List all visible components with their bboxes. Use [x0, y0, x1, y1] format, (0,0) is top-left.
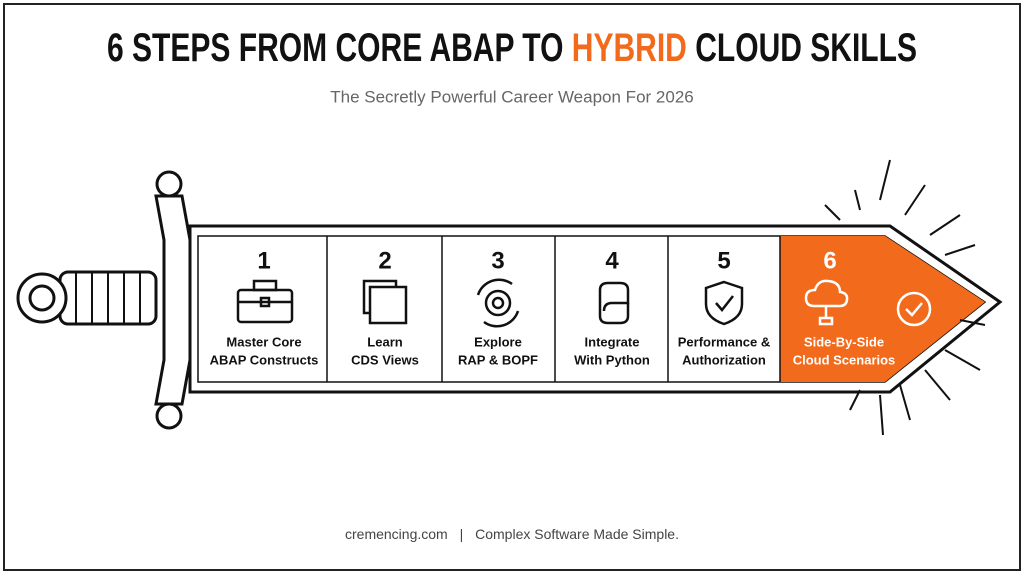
step-number: 3 — [491, 247, 504, 274]
title-end: CLOUD SKILLS — [695, 26, 917, 70]
gear-icon — [476, 278, 520, 328]
title-highlight: HYBRID — [572, 26, 687, 70]
guard-ball-bottom — [155, 402, 183, 430]
step-number: 5 — [717, 247, 730, 274]
title: 6 STEPS FROM CORE ABAP TO HYBRID CLOUD S… — [107, 26, 917, 70]
step-number: 4 — [605, 247, 619, 274]
step-label: Explore — [474, 334, 522, 349]
steps: 1 Master Core ABAP Constructs 2 Learn CD… — [210, 247, 896, 367]
footer: cremencing.com | Complex Software Made S… — [345, 526, 679, 542]
shield-icon — [704, 280, 744, 326]
python-icon — [598, 281, 630, 325]
step-label: Master Core — [226, 334, 301, 349]
step-label: RAP & BOPF — [458, 352, 538, 367]
step-label: Side-By-Side — [804, 334, 884, 349]
views-icon — [362, 279, 408, 325]
check-icon — [896, 291, 932, 327]
step-label: CDS Views — [351, 352, 419, 367]
step-label: Integrate — [585, 334, 640, 349]
step-label: Authorization — [682, 352, 766, 367]
blade-highlight — [780, 236, 985, 382]
sword — [16, 170, 1003, 430]
subtitle: The Secretly Powerful Career Weapon For … — [330, 87, 693, 106]
step-label: With Python — [574, 352, 650, 367]
spark-lines — [824, 159, 986, 436]
step-label: Cloud Scenarios — [793, 352, 896, 367]
step-number: 6 — [823, 247, 836, 274]
footer-tagline: Complex Software Made Simple. — [475, 526, 679, 542]
footer-site: cremencing.com — [345, 526, 448, 542]
footer-separator: | — [460, 526, 464, 542]
guard-ball-top — [155, 170, 183, 198]
step-number: 2 — [378, 247, 391, 274]
step-label: ABAP Constructs — [210, 352, 319, 367]
icons — [236, 278, 932, 328]
title-start: 6 STEPS FROM CORE ABAP TO — [107, 26, 563, 70]
step-label: Learn — [367, 334, 402, 349]
pommel-inner — [28, 284, 56, 312]
crossguard — [154, 194, 192, 406]
step-number: 1 — [257, 247, 270, 274]
grip-wraps — [75, 272, 141, 324]
toolbox-icon — [236, 279, 294, 324]
panel-dividers — [326, 236, 781, 382]
step-label: Performance & — [678, 334, 770, 349]
cloud-icon — [804, 279, 849, 326]
